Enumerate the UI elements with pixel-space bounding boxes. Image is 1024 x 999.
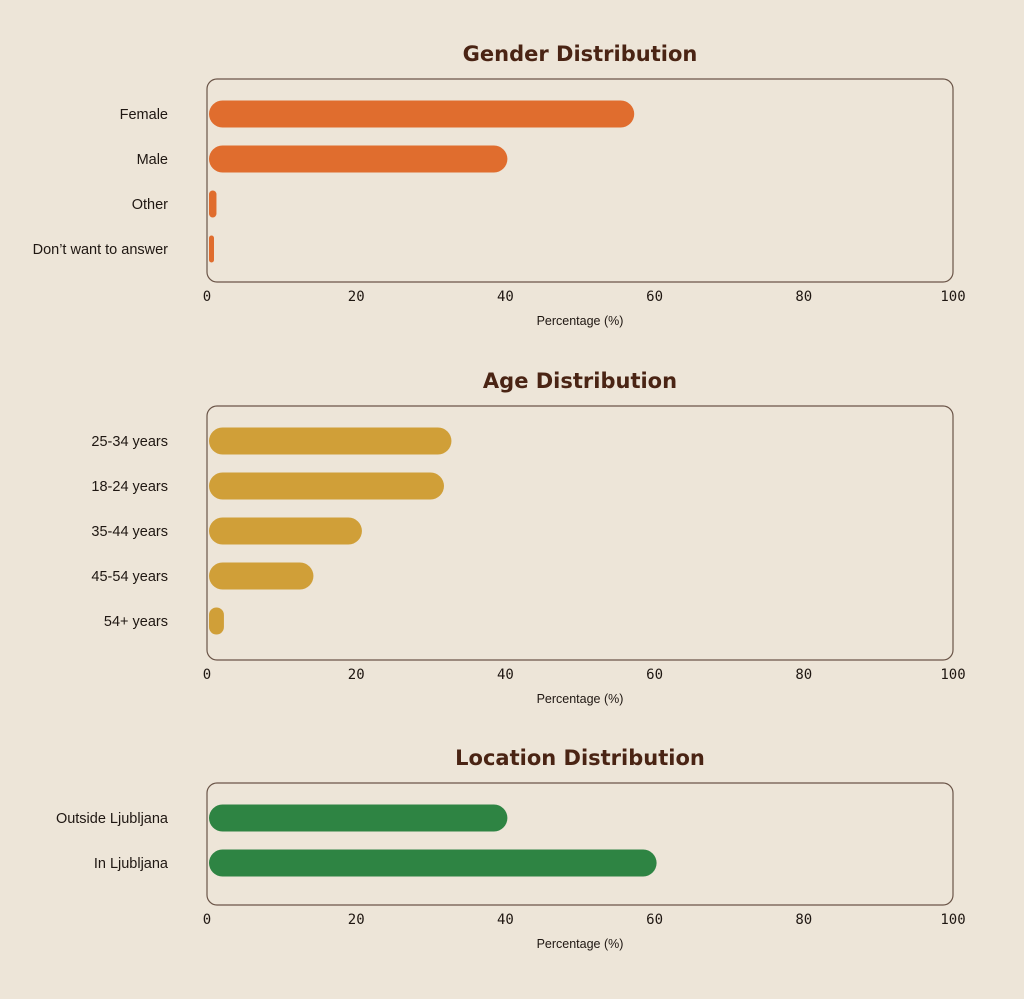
age-chart-title: Age Distribution [483, 369, 677, 393]
location-chart-title: Location Distribution [455, 746, 705, 770]
location-bar-0 [209, 804, 508, 832]
age-x-tick-2: 40 [497, 667, 514, 683]
location-x-tick-4: 80 [795, 912, 812, 928]
age-x-tick-5: 100 [940, 667, 965, 683]
location-category-label-0: Outside Ljubljana [56, 811, 169, 827]
age-x-tick-1: 20 [348, 667, 365, 683]
gender-chart: Gender Distribution Female Male Other Don’t … [33, 42, 966, 328]
gender-category-label-3: Don’t want to answer [33, 242, 169, 258]
gender-x-tick-5: 100 [940, 289, 965, 305]
age-bar-3 [209, 562, 314, 590]
age-x-axis-label: Percentage (%) [537, 692, 624, 706]
age-chart: Age Distribution 25-34 years 18-24 years 35… [91, 369, 965, 706]
gender-x-tick-0: 0 [203, 289, 211, 305]
gender-x-tick-1: 20 [348, 289, 365, 305]
location-x-tick-1: 20 [348, 912, 365, 928]
age-x-tick-0: 0 [203, 667, 211, 683]
gender-plot-frame [206, 78, 954, 283]
gender-x-tick-2: 40 [497, 289, 514, 305]
gender-category-label-0: Female [120, 107, 168, 123]
age-bar-1 [209, 472, 444, 500]
gender-bar-1 [209, 145, 508, 173]
location-x-tick-0: 0 [203, 912, 211, 928]
age-category-label-0: 25-34 years [91, 434, 168, 450]
gender-category-label-1: Male [137, 152, 168, 168]
age-category-label-4: 54+ years [104, 614, 168, 630]
gender-chart-title: Gender Distribution [463, 42, 698, 66]
age-plot-frame [206, 405, 954, 661]
gender-bar-0 [209, 100, 635, 128]
location-x-tick-5: 100 [940, 912, 965, 928]
gender-x-axis-label: Percentage (%) [537, 314, 624, 328]
location-plot-frame [206, 782, 954, 906]
location-x-tick-3: 60 [646, 912, 663, 928]
location-bar-1 [209, 849, 657, 877]
location-category-label-1: In Ljubljana [94, 856, 169, 872]
location-x-tick-2: 40 [497, 912, 514, 928]
age-category-label-2: 35-44 years [91, 524, 168, 540]
age-bar-4 [209, 607, 224, 635]
location-x-axis-label: Percentage (%) [537, 937, 624, 951]
age-x-tick-4: 80 [795, 667, 812, 683]
location-chart: Location Distribution Outside Ljubljana In… [56, 746, 966, 951]
age-bar-2 [209, 517, 362, 545]
gender-x-tick-3: 60 [646, 289, 663, 305]
gender-category-label-2: Other [132, 197, 168, 213]
age-category-label-3: 45-54 years [91, 569, 168, 585]
gender-bar-3 [209, 235, 214, 263]
age-x-tick-3: 60 [646, 667, 663, 683]
gender-bar-2 [209, 190, 217, 218]
age-category-label-1: 18-24 years [91, 479, 168, 495]
age-bar-0 [209, 427, 452, 455]
gender-x-tick-4: 80 [795, 289, 812, 305]
